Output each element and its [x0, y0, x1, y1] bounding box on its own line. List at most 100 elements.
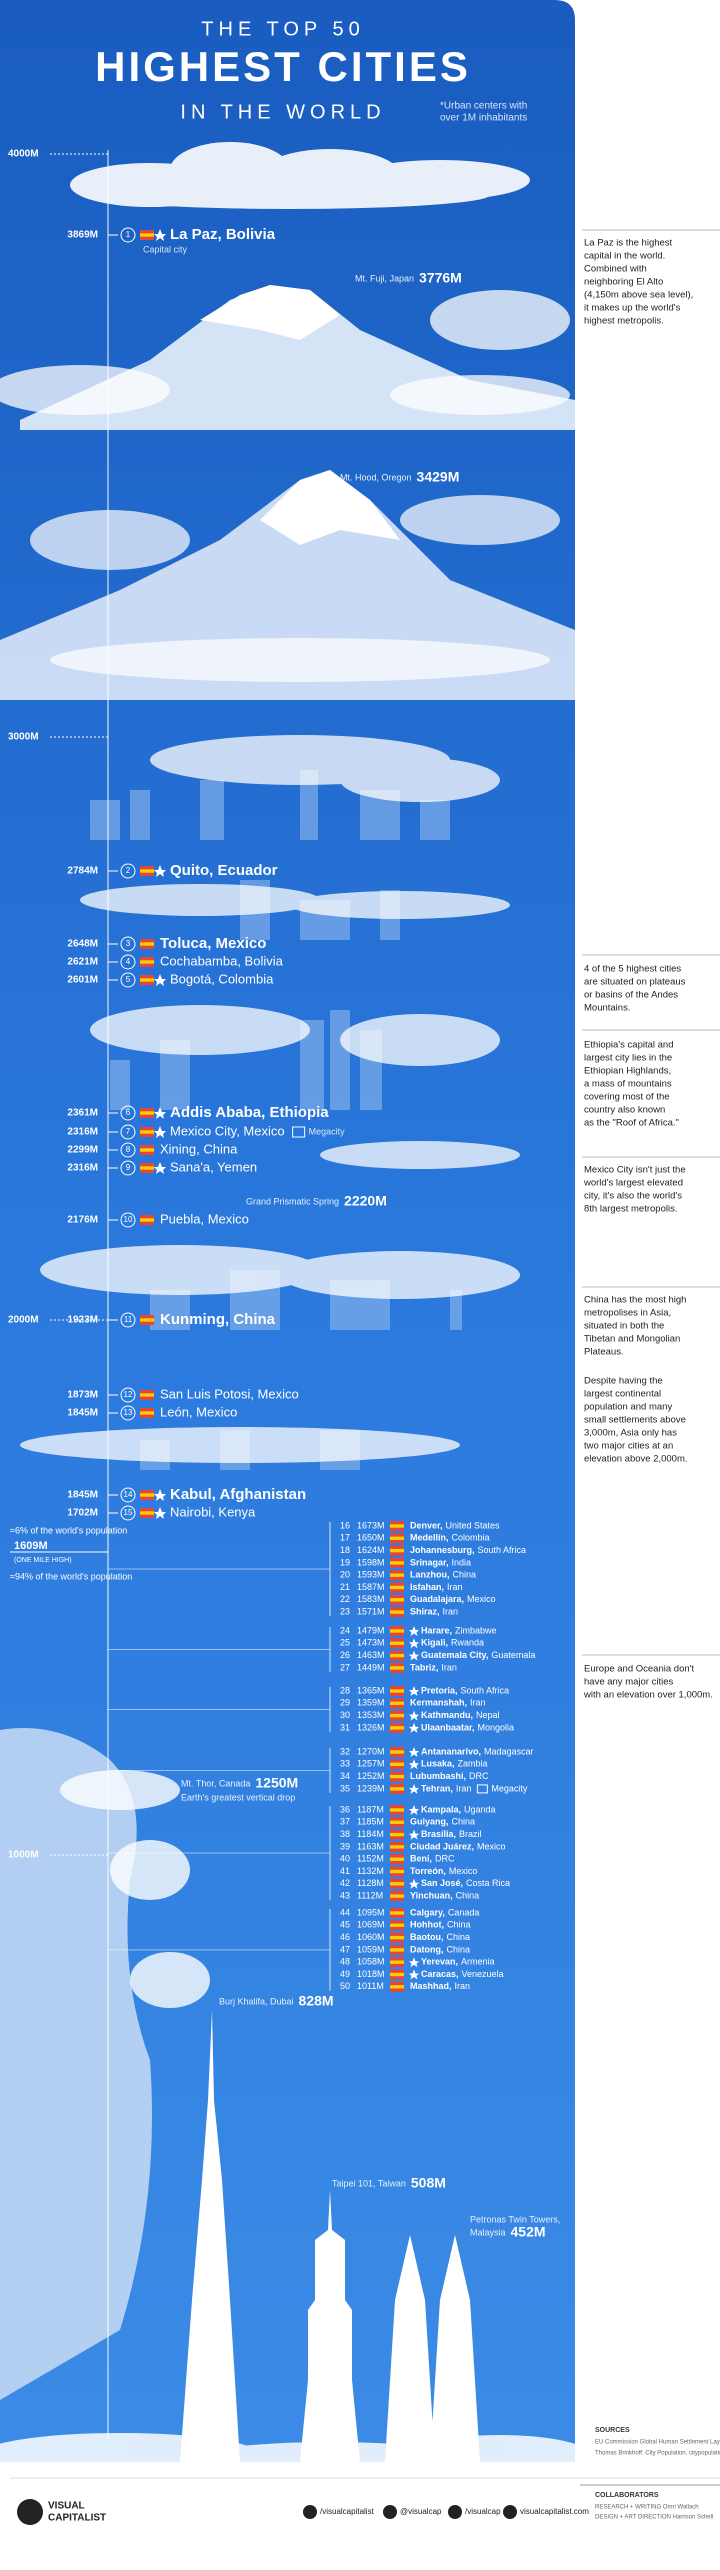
side-note: largest continental	[584, 1389, 661, 1400]
city-rank: 42	[340, 1878, 350, 1888]
city-elevation: 1069M	[357, 1920, 385, 1930]
city-name: Yerevan,	[421, 1957, 458, 1967]
social-link[interactable]: /visualcapitalist	[320, 2507, 375, 2516]
flag	[390, 1972, 404, 1977]
city-rank: 24	[340, 1625, 350, 1635]
city-country: India	[452, 1557, 472, 1567]
city-rank: 2	[126, 866, 131, 875]
city-elevation: 1702M	[67, 1508, 98, 1519]
landmark-height: 1250M	[255, 1775, 298, 1791]
city-elevation: 2601M	[67, 975, 98, 986]
side-note: 3,000m, Asia only has	[584, 1428, 677, 1439]
capital-star	[154, 865, 166, 877]
social-link[interactable]: /visualcap	[465, 2507, 501, 2516]
city-elevation: 1187M	[357, 1804, 384, 1814]
city-rank: 43	[340, 1890, 350, 1900]
flag	[390, 1536, 404, 1540]
city-name: Yinchuan,	[410, 1890, 453, 1900]
city-name: Bogotá, Colombia	[170, 971, 274, 986]
capital-star	[409, 1747, 419, 1757]
social-link[interactable]: @visualcap	[400, 2507, 442, 2516]
flag	[390, 1561, 404, 1565]
city-rank: 8	[126, 1145, 131, 1154]
city-name: Harare,	[421, 1625, 452, 1635]
city-elevation: 1185M	[357, 1817, 384, 1827]
side-note: have any major cities	[584, 1677, 673, 1688]
city-elevation: 1479M	[357, 1625, 385, 1635]
capital-star	[409, 1722, 419, 1733]
rank-badge	[120, 1105, 136, 1121]
city-elevation: 2621M	[67, 957, 98, 968]
side-note: world's largest elevated	[583, 1178, 683, 1189]
city-elevation: 1449M	[357, 1662, 385, 1672]
city-elevation: 1359M	[357, 1698, 385, 1708]
side-note: are situated on plateaus	[584, 977, 686, 988]
flag	[390, 1548, 404, 1553]
city-country: Nepal	[476, 1710, 500, 1720]
city-elevation: 3869M	[67, 230, 98, 241]
city-rank: 15	[124, 1508, 133, 1517]
city-rank: 12	[124, 1390, 133, 1399]
side-note: 8th largest metropolis.	[584, 1204, 677, 1215]
flag	[390, 1894, 404, 1898]
title-line: THE TOP 50	[201, 18, 364, 40]
flag	[390, 1629, 404, 1633]
side-note: two major cities at an	[584, 1441, 673, 1452]
capital-star	[409, 1650, 419, 1661]
flag	[390, 1689, 404, 1693]
city-name: Lubumbashi,	[410, 1771, 466, 1781]
city-country: Armenia	[461, 1957, 495, 1967]
landmark-name: Mt. Fuji, Japan	[355, 273, 414, 283]
side-note: largest city lies in the	[584, 1053, 672, 1064]
city-elevation: 2316M	[67, 1163, 98, 1174]
city-name: Guiyang,	[410, 1817, 449, 1827]
capital-star	[409, 1783, 419, 1794]
city-elevation: 1353M	[357, 1710, 385, 1720]
city-country: DRC	[435, 1854, 455, 1864]
rank-badge	[120, 1387, 136, 1403]
source: Thomas Brinkhoff: City Population, cityp…	[595, 2451, 720, 2457]
rank-badge	[120, 227, 136, 243]
city-elevation: 1365M	[357, 1685, 385, 1695]
flag	[140, 1411, 154, 1415]
city-rank: 40	[340, 1854, 350, 1864]
capital-star	[409, 1686, 419, 1696]
capital-star	[409, 1805, 419, 1815]
city-rank: 1	[126, 230, 131, 239]
city-country: Rwanda	[451, 1638, 484, 1648]
city-name: Brasília,	[421, 1829, 456, 1839]
city-name: Srinagar,	[410, 1557, 449, 1567]
landmark-name: Petronas Twin Towers,	[470, 2214, 560, 2224]
rank-badge	[120, 1505, 136, 1521]
side-note: with an elevation over 1,000m.	[583, 1690, 713, 1701]
city-country: Madagascar	[484, 1746, 534, 1756]
city-rank: 3	[126, 939, 131, 948]
city-name: Shiraz,	[410, 1606, 440, 1616]
flag	[390, 1808, 404, 1812]
city-name: Sana'a, Yemen	[170, 1159, 257, 1174]
landmark-height: 2220M	[344, 1193, 387, 1209]
city-rank: 4	[126, 957, 131, 966]
city-rank: 32	[340, 1746, 350, 1756]
city-elevation: 1583M	[357, 1594, 385, 1604]
flag	[390, 1762, 404, 1766]
city-elevation: 1571M	[357, 1606, 385, 1616]
rank-badge	[120, 1124, 136, 1140]
flag	[390, 1701, 404, 1705]
city-elevation: 1473M	[357, 1638, 385, 1648]
city-country: Iran	[456, 1783, 472, 1793]
city-rank: 25	[340, 1638, 350, 1648]
city-name: Datong,	[410, 1944, 444, 1954]
flag	[390, 1750, 404, 1754]
city-rank: 10	[124, 1215, 133, 1224]
city-elevation: 1095M	[357, 1907, 385, 1917]
side-note: Ethiopia's capital and	[584, 1040, 674, 1051]
side-note: as the "Roof of Africa."	[584, 1118, 679, 1129]
city-rank: 22	[340, 1594, 350, 1604]
city-country: China	[456, 1890, 480, 1900]
city-name: Addis Ababa, Ethiopia	[170, 1104, 329, 1121]
social-link[interactable]: visualcapitalist.com	[520, 2507, 589, 2516]
brand: CAPITALIST	[48, 2513, 106, 2524]
city-name: Ciudad Juárez,	[410, 1841, 474, 1851]
